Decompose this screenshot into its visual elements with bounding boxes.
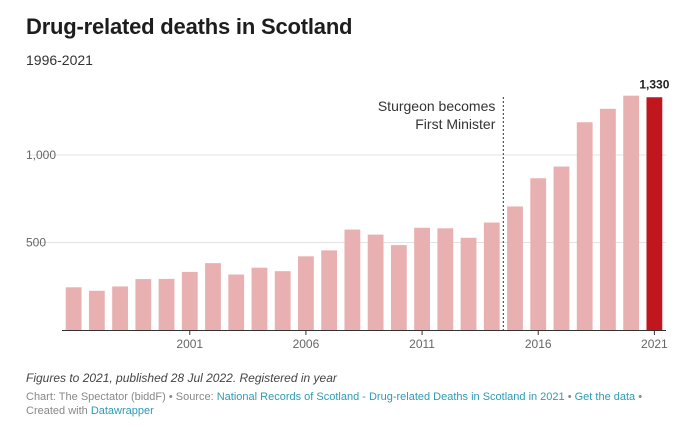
datawrapper-link[interactable]: Datawrapper bbox=[90, 405, 154, 417]
bar-2011 bbox=[414, 227, 430, 330]
bar-2012 bbox=[437, 228, 454, 330]
bar-2003 bbox=[228, 274, 245, 330]
bar-1999 bbox=[135, 279, 152, 330]
chart-by-text: Chart: The Spectator (biddF) • Source: bbox=[26, 391, 217, 403]
bar-2009 bbox=[367, 234, 384, 330]
separator: • bbox=[564, 391, 575, 403]
x-tick-label-2001: 2001 bbox=[176, 337, 203, 351]
bar-2021 bbox=[646, 97, 663, 330]
annotation-text-line-2: First Minister bbox=[415, 116, 495, 132]
get-data-link[interactable]: Get the data bbox=[574, 391, 636, 403]
x-tick-label-2011: 2011 bbox=[409, 337, 435, 351]
bar-2016 bbox=[530, 178, 547, 330]
chart-subtitle: 1996-2021 bbox=[26, 52, 93, 68]
chart-credits: Chart: The Spectator (biddF) • Source: N… bbox=[26, 390, 666, 418]
bar-2001 bbox=[181, 271, 198, 330]
bar-1998 bbox=[112, 286, 128, 330]
bar-2019 bbox=[600, 108, 616, 330]
created-with-text: Created with bbox=[26, 405, 91, 417]
bar-2005 bbox=[274, 271, 291, 330]
bar-2010 bbox=[390, 245, 407, 330]
bar-1996 bbox=[65, 287, 82, 330]
bar-2000 bbox=[158, 278, 175, 330]
chart-title: Drug-related deaths in Scotland bbox=[26, 14, 353, 39]
bar-2015 bbox=[507, 206, 523, 330]
bar-2020 bbox=[623, 95, 640, 330]
x-tick-label-2016: 2016 bbox=[525, 337, 552, 351]
bar-2013 bbox=[460, 237, 477, 330]
bar-1997 bbox=[88, 290, 105, 330]
y-tick-label-1000: 1,000 bbox=[26, 148, 56, 162]
data-label-2021: 1,330 bbox=[639, 77, 669, 91]
y-tick-label-500: 500 bbox=[26, 236, 46, 250]
separator-2: • bbox=[635, 391, 643, 403]
bar-2004 bbox=[251, 267, 268, 330]
bar-2014 bbox=[483, 222, 500, 330]
bar-2006 bbox=[298, 256, 314, 330]
chart-notes: Figures to 2021, published 28 Jul 2022. … bbox=[26, 371, 337, 385]
bar-2017 bbox=[553, 166, 570, 330]
x-tick-label-2006: 2006 bbox=[293, 337, 320, 351]
bar-2008 bbox=[344, 229, 361, 330]
annotation-text-line-1: Sturgeon becomes bbox=[378, 98, 496, 114]
bar-2002 bbox=[205, 263, 221, 330]
x-tick-label-2021: 2021 bbox=[641, 337, 668, 351]
source-link[interactable]: National Records of Scotland - Drug-rela… bbox=[216, 391, 565, 403]
bar-2018 bbox=[576, 122, 593, 331]
bar-2007 bbox=[321, 250, 338, 330]
